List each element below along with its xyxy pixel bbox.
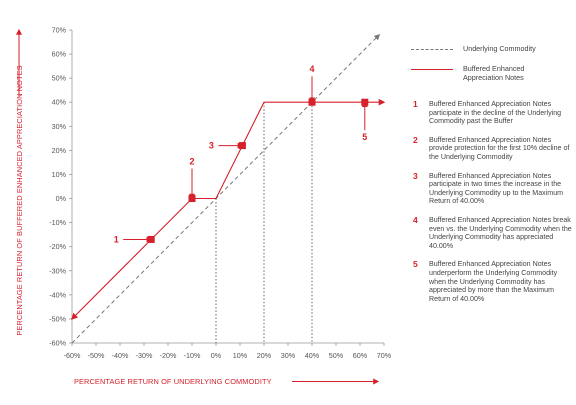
x-tick-label: 10% [233,351,248,360]
legend-swatch-dashed [411,49,453,50]
note-item: 3 Buffered Enhanced Appreciation Notes p… [411,170,573,206]
x-tick-label: 50% [329,351,344,360]
legend-item-underlying: Underlying Commodity [411,44,571,64]
y-tick-label: -20% [49,242,66,251]
payoff-chart: 70%60%50%40%30%20%10%0%-10%-20%-30%-40%-… [15,26,392,387]
note-number: 1 [413,99,418,109]
y-tick-label: -10% [49,218,66,227]
y-tick-label: 20% [52,146,67,155]
x-tick-label: 30% [281,351,296,360]
y-tick-label: 30% [52,122,67,131]
x-axis-title: PERCENTAGE RETURN OF UNDERLYING COMMODIT… [74,377,272,386]
underlying-commodity-line [71,33,381,344]
note-item: 4 Buffered Enhanced Appreciation Notes b… [411,216,573,250]
note-text: Buffered Enhanced Appreciation Notes und… [429,260,558,303]
marker-label: 1 [114,234,119,244]
markers: 1 2 3 4 5 [114,64,369,244]
y-tick-label: -60% [49,339,66,348]
note-text: Buffered Enhanced Appreciation Notes pro… [429,135,570,161]
legend-swatch-solid [411,69,453,70]
y-tick-label: 60% [52,50,67,59]
note-text: Buffered Enhanced Appreciation Notes bre… [429,215,572,250]
x-tick-label: 40% [305,351,320,360]
marker-label: 3 [209,141,214,151]
x-tick-label: -50% [88,351,105,360]
x-tick-label: -30% [136,351,153,360]
y-axis-title: PERCENTAGE RETURN OF BUFFERED ENHANCED A… [15,65,24,335]
axis-titles: PERCENTAGE RETURN OF BUFFERED ENHANCED A… [15,28,380,386]
note-item: 1 Buffered Enhanced Appreciation Notes p… [411,100,573,126]
tick-labels: 70%60%50%40%30%20%10%0%-10%-20%-30%-40%-… [49,26,392,361]
note-number: 5 [413,259,418,270]
vertical-guides [215,102,313,343]
note-text: Buffered Enhanced Appreciation Notes par… [429,100,562,126]
x-tick-label: -40% [112,351,129,360]
x-tick-label: 70% [377,351,392,360]
x-tick-label: 60% [353,351,368,360]
note-item: 2 Buffered Enhanced Appreciation Notes p… [411,136,573,162]
x-tick-label: 20% [257,351,272,360]
y-tick-label: 10% [52,170,67,179]
x-tick-label: 0% [211,351,222,360]
note-number: 3 [413,170,418,181]
notes-line [71,98,386,320]
marker-label: 4 [309,64,314,74]
note-text: Buffered Enhanced Appreciation Notes par… [429,171,564,206]
legend-item-notes: Buffered Enhanced Appreciation Notes [411,64,571,84]
y-tick-label: -40% [49,290,66,299]
marker-square [308,98,316,106]
legend: Underlying Commodity Buffered Enhanced A… [411,44,571,84]
marker-square [238,142,246,150]
note-number: 2 [413,134,418,145]
x-tick-label: -60% [64,351,81,360]
marker-square [147,235,155,243]
y-tick-label: -50% [49,314,66,323]
legend-label: Buffered Enhanced Appreciation Notes [463,64,525,82]
x-tick-label: -20% [160,351,177,360]
marker-square [361,98,369,106]
marker-label: 5 [362,132,367,142]
note-number: 4 [413,214,418,225]
x-tick-label: -10% [184,351,201,360]
y-tick-label: 0% [56,194,67,203]
note-item: 5 Buffered Enhanced Appreciation Notes u… [411,260,573,303]
legend-label: Underlying Commodity [463,44,536,53]
series-lines [71,33,386,344]
y-tick-label: 40% [52,98,67,107]
notes-list: 1 Buffered Enhanced Appreciation Notes p… [411,100,573,313]
y-tick-label: 70% [52,26,67,35]
marker-square [188,195,196,203]
marker-label: 2 [189,157,194,167]
y-tick-label: 50% [52,74,67,83]
y-tick-label: -30% [49,266,66,275]
